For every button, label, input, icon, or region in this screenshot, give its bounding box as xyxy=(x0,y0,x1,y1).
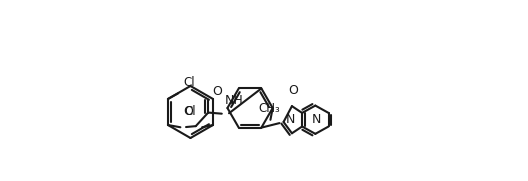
Text: Cl: Cl xyxy=(185,105,196,118)
Text: Cl: Cl xyxy=(183,76,195,89)
Text: O: O xyxy=(212,85,222,98)
Text: O: O xyxy=(183,105,193,118)
Text: N: N xyxy=(312,113,321,126)
Text: NH: NH xyxy=(225,94,244,106)
Text: O: O xyxy=(288,84,298,97)
Text: CH₃: CH₃ xyxy=(258,102,280,115)
Text: N: N xyxy=(286,113,296,126)
